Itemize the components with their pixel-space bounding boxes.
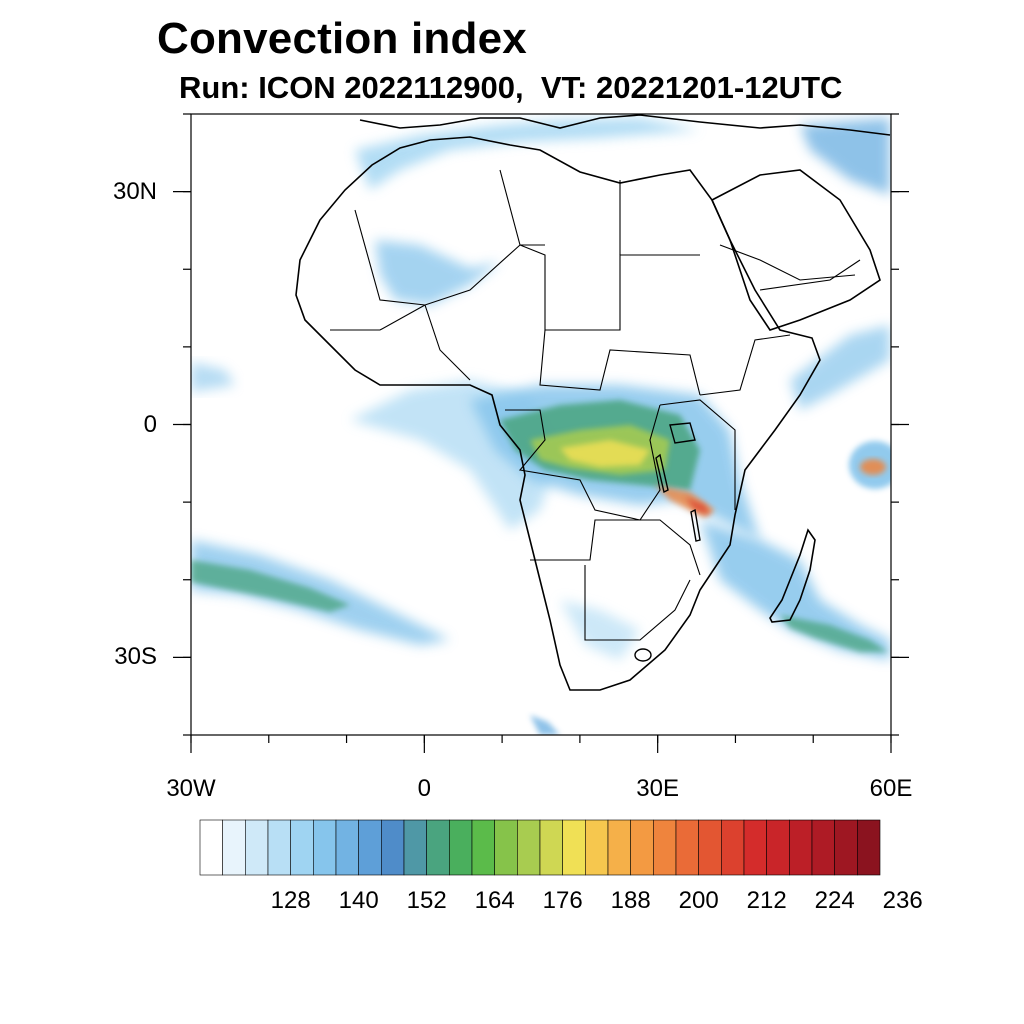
colorbar-label: 128 bbox=[270, 887, 311, 914]
border-line bbox=[759, 259, 861, 291]
colorbar-box bbox=[449, 819, 473, 876]
border-line bbox=[699, 334, 791, 396]
field-sahara-band bbox=[375, 240, 500, 305]
colorbar-box bbox=[290, 819, 314, 876]
field-io-cell-core bbox=[860, 459, 886, 475]
colorbar-box bbox=[585, 819, 609, 876]
lat-tick-label: 30N bbox=[112, 177, 157, 205]
lesotho-outline bbox=[634, 648, 652, 662]
colorbar-box bbox=[222, 819, 246, 876]
colorbar-box bbox=[698, 819, 722, 876]
colorbar-label: 200 bbox=[678, 887, 719, 914]
border-line bbox=[530, 519, 701, 576]
field-arabia-north bbox=[800, 118, 890, 195]
convection-field bbox=[191, 114, 891, 735]
field-congo-hot bbox=[560, 440, 650, 467]
border-line bbox=[354, 209, 545, 306]
border-line bbox=[659, 399, 736, 510]
field-med-band bbox=[355, 118, 700, 190]
colorbar-box bbox=[562, 819, 586, 876]
colorbar-box bbox=[358, 819, 382, 876]
colorbar-box bbox=[494, 819, 518, 876]
chart-title: Convection index bbox=[157, 14, 527, 63]
colorbar-boxes bbox=[199, 819, 881, 876]
colorbar-label: 176 bbox=[542, 887, 583, 914]
colorbar-label: 164 bbox=[474, 887, 515, 914]
colorbar-box bbox=[857, 819, 881, 876]
colorbar-box bbox=[381, 819, 405, 876]
field-west-atlantic bbox=[191, 362, 235, 392]
colorbar-box bbox=[199, 819, 223, 876]
country-borders bbox=[330, 169, 861, 641]
colorbar-label: 236 bbox=[882, 887, 923, 914]
africa-coastline bbox=[295, 136, 821, 691]
colorbar-box bbox=[517, 819, 541, 876]
lake-victoria bbox=[669, 422, 696, 444]
colorbar-box bbox=[539, 819, 563, 876]
field-south-tip bbox=[530, 715, 560, 735]
lon-tick-label: 60E bbox=[869, 775, 913, 802]
field-arabia-sea bbox=[790, 325, 890, 410]
colorbar-box bbox=[834, 819, 858, 876]
colorbar-box bbox=[245, 819, 269, 876]
lake-tanganyika bbox=[655, 453, 669, 494]
border-line bbox=[505, 404, 661, 521]
colorbar-box bbox=[403, 819, 427, 876]
lon-tick-label: 30W bbox=[166, 775, 216, 802]
field-satl-core bbox=[191, 560, 350, 612]
colorbar-box bbox=[313, 819, 337, 876]
chart-subtitle: Run: ICON 2022112900, VT: 20221201-12UTC bbox=[179, 70, 843, 105]
colorbar-box bbox=[653, 819, 677, 876]
field-madagascar bbox=[700, 520, 890, 660]
colorbar-box bbox=[675, 819, 699, 876]
lat-tick-label: 0 bbox=[143, 410, 157, 438]
colorbar-box bbox=[426, 819, 450, 876]
coastlines bbox=[295, 114, 891, 691]
colorbar-box bbox=[471, 819, 495, 876]
field-madagascar-core bbox=[780, 615, 888, 652]
field-rift-red bbox=[685, 497, 710, 515]
mediterranean-north-coast bbox=[359, 114, 891, 136]
field-kalahari bbox=[560, 600, 640, 660]
border-line bbox=[719, 244, 856, 281]
border-line bbox=[330, 304, 426, 331]
border-line bbox=[584, 565, 691, 641]
lon-tick-label: 0 bbox=[417, 775, 432, 802]
lat-tick-label: 30S bbox=[114, 643, 157, 671]
colorbar-label: 224 bbox=[814, 887, 855, 914]
colorbar-box bbox=[743, 819, 767, 876]
colorbar-box bbox=[607, 819, 631, 876]
colorbar-label: 140 bbox=[338, 887, 379, 914]
lake-malawi bbox=[690, 508, 701, 542]
colorbar-box bbox=[721, 819, 745, 876]
border-line bbox=[424, 304, 471, 381]
colorbar-box bbox=[630, 819, 654, 876]
lon-tick-label: 30E bbox=[636, 775, 680, 802]
border-line bbox=[539, 329, 701, 396]
colorbar-label: 212 bbox=[746, 887, 787, 914]
colorbar-label: 188 bbox=[610, 887, 651, 914]
colorbar-box bbox=[766, 819, 790, 876]
colorbar-label: 152 bbox=[406, 887, 447, 914]
colorbar-box bbox=[811, 819, 835, 876]
colorbar-box bbox=[335, 819, 359, 876]
arabia-coastline bbox=[710, 169, 881, 331]
tick-layer bbox=[173, 113, 909, 753]
madagascar-coastline bbox=[769, 528, 816, 623]
colorbar-box bbox=[789, 819, 813, 876]
colorbar-box bbox=[267, 819, 291, 876]
